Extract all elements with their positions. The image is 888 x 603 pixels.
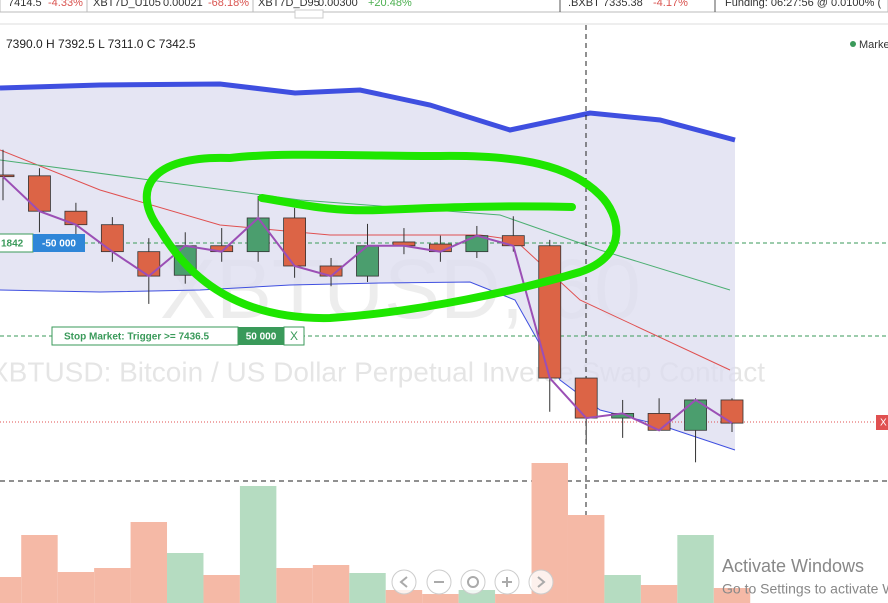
price-label: X xyxy=(880,418,887,429)
order-qty-box[interactable] xyxy=(33,234,85,252)
order-close[interactable]: X xyxy=(290,329,298,343)
icon xyxy=(502,577,512,587)
volume-bar xyxy=(495,594,532,603)
volume-bar xyxy=(94,568,131,603)
candle-body xyxy=(538,245,562,379)
order-price: 1842 xyxy=(1,239,24,250)
volume-bar xyxy=(604,575,641,603)
scroll-right-button[interactable] xyxy=(528,569,554,595)
volume-bar xyxy=(422,594,459,603)
upper-band xyxy=(0,81,736,143)
volume-bar xyxy=(21,535,58,603)
icon xyxy=(467,576,479,588)
order-qty: -50 000 xyxy=(42,239,76,250)
ticker-change: -68.18% xyxy=(208,0,249,9)
legend-label: Marke xyxy=(859,39,888,51)
price-label-box xyxy=(876,415,888,430)
volume-bar xyxy=(385,590,423,603)
volume-bar xyxy=(640,585,678,603)
volume-bar xyxy=(677,535,714,603)
ticker-symbol[interactable]: XBT7D_U105 xyxy=(93,0,161,9)
ticker-symbol[interactable]: XBT7D_D95 xyxy=(258,0,320,9)
order-price: Stop Market: Trigger >= 7436.5 xyxy=(64,332,209,343)
annotation-scribble xyxy=(142,150,621,323)
order-qty: 50 000 xyxy=(246,332,277,343)
icon xyxy=(537,576,546,588)
ticker-change: -4.17% xyxy=(653,0,688,9)
volume-bar xyxy=(713,588,751,603)
volume-layer xyxy=(0,463,751,603)
volume-bar xyxy=(130,522,168,603)
candle-body xyxy=(137,251,161,277)
ticker-price: 0.00300 xyxy=(318,0,358,9)
order-qty-box[interactable] xyxy=(238,327,284,345)
candle-body xyxy=(356,245,379,277)
candle-body xyxy=(28,175,51,212)
ticker-price: 7414.5 xyxy=(8,0,42,9)
volume-bar xyxy=(567,515,605,603)
reset-button[interactable] xyxy=(460,569,486,595)
scroll-left-button[interactable] xyxy=(391,569,417,595)
ticker-change: +20.48% xyxy=(368,0,412,9)
volume-bar xyxy=(0,577,22,603)
candle-body xyxy=(720,399,744,424)
volume-bar xyxy=(57,572,95,603)
ticker-price: 0.00021 xyxy=(163,0,203,9)
volume-bar xyxy=(239,486,277,603)
candle-body xyxy=(283,217,307,267)
order-close-box[interactable] xyxy=(283,326,305,346)
ticker-button[interactable] xyxy=(294,9,324,19)
volume-bar xyxy=(349,573,386,603)
candle-body xyxy=(100,224,124,253)
ticker-price: 7335.38 xyxy=(603,0,643,9)
candle-body xyxy=(0,174,15,178)
ticker-symbol[interactable]: .BXBT xyxy=(568,0,600,9)
volume-bar xyxy=(276,568,313,603)
legend-dot xyxy=(850,41,856,47)
funding: Funding: 06:27:56 @ 0.0100% ( xyxy=(725,0,881,9)
ticker-bar xyxy=(0,0,888,13)
ticker-change: -4.33% xyxy=(48,0,83,9)
volume-bar xyxy=(312,565,350,603)
volume-bar xyxy=(203,575,240,603)
moving-average xyxy=(0,149,731,371)
candle-body xyxy=(574,377,598,419)
volume-bar xyxy=(167,553,204,603)
close-line xyxy=(2,175,733,432)
windows-title: Activate Windows xyxy=(722,556,864,576)
icon xyxy=(399,576,408,588)
ohlc-legend: 7390.0 H 7392.5 L 7311.0 C 7342.5 xyxy=(6,37,196,51)
annotation-scribble xyxy=(258,194,576,215)
windows-text: Go to Settings to activate Windows. xyxy=(722,581,888,597)
candle-body xyxy=(246,217,270,253)
